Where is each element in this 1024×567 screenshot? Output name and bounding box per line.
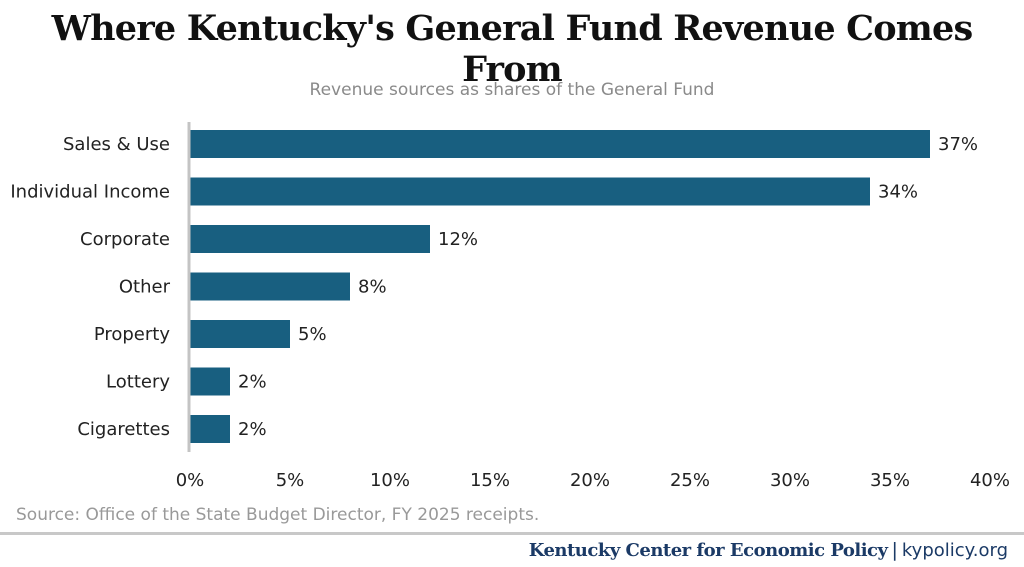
category-label: Individual Income (10, 182, 170, 203)
bar (190, 272, 350, 301)
category-label: Lottery (106, 372, 170, 393)
category-label: Corporate (80, 229, 170, 250)
data-label: 2% (238, 372, 267, 393)
bar (190, 130, 930, 158)
data-label: 12% (438, 229, 478, 250)
bar (190, 225, 430, 253)
x-tick-label: 5% (276, 470, 305, 491)
footer: Kentucky Center for Economic Policy | kypo… (529, 539, 1008, 561)
data-label: 8% (358, 277, 387, 298)
footer-divider (0, 532, 1024, 535)
x-tick-label: 40% (970, 470, 1010, 491)
x-tick-label: 10% (370, 470, 410, 491)
x-tick-label: 0% (176, 470, 205, 491)
x-tick-label: 35% (870, 470, 910, 491)
data-label: 37% (938, 134, 978, 155)
footer-separator: | (891, 539, 898, 561)
bar (190, 177, 870, 206)
bar (190, 367, 230, 396)
x-tick-label: 20% (570, 470, 610, 491)
category-label: Other (119, 277, 171, 298)
x-tick-label: 30% (770, 470, 810, 491)
x-tick-label: 15% (470, 470, 510, 491)
category-label: Cigarettes (77, 419, 170, 440)
category-label: Sales & Use (63, 134, 170, 155)
bar (190, 415, 230, 443)
data-label: 5% (298, 324, 327, 345)
website-link[interactable]: kypolicy.org (901, 540, 1008, 561)
x-tick-label: 25% (670, 470, 710, 491)
bar-chart: Sales & Use 37% Individual Income 34% Corpor… (10, 122, 1010, 491)
bar (190, 320, 290, 348)
source-note: Source: Office of the State Budget Direc… (16, 505, 540, 525)
data-label: 34% (878, 182, 918, 203)
org-name: Kentucky Center for Economic Policy (528, 540, 888, 561)
category-label: Property (94, 324, 171, 345)
chart-subtitle: Revenue sources as shares of the General… (309, 80, 715, 100)
chart-title: Where Kentucky's General Fund Revenue Co… (51, 8, 974, 90)
data-label: 2% (238, 419, 267, 440)
